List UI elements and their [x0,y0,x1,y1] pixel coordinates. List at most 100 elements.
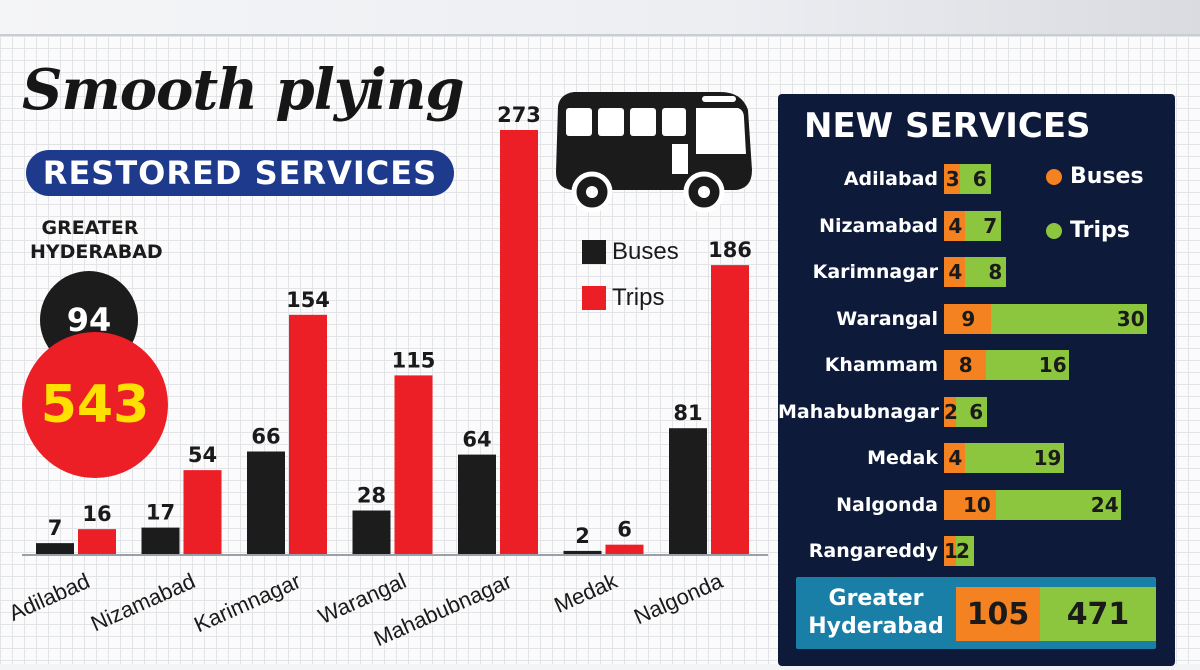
ns-value-trips-khammam: 16 [1038,353,1067,377]
ns-legend-buses: Buses [1046,164,1144,189]
ns-value-buses-medak: 4 [948,446,963,470]
bar-buses-nalgonda [669,428,707,554]
ns-legend-trips-label: Trips [1070,218,1130,243]
legend-trips-swatch [582,286,606,310]
bar-label-buses-karimnagar: 66 [251,424,280,448]
bar-buses-nizamabad [141,527,180,554]
top-strip [0,0,1200,34]
bar-trips-nizamabad [183,470,222,554]
bar-buses-adilabad [36,543,74,554]
bar-buses-warangal [352,510,391,554]
ns-value-buses-warangal: 9 [961,306,976,331]
gh-trips-circle: 543 [22,332,168,478]
ns-bar-buses-mahabubnagar [944,396,956,427]
bar-label-buses-adilabad: 7 [48,516,63,540]
restored-services-chart: 7 16 Adilabad 17 54 Nizamabad 66 154 Karimnagar 2… [5,92,768,651]
bar-label-buses-nizamabad: 17 [146,501,175,525]
category-label-nalgonda: Nalgonda [630,568,727,629]
bar-trips-adilabad [78,529,116,554]
bar-buses-karimnagar [247,451,285,554]
bar-label-trips-karimnagar: 154 [286,288,330,312]
ns-bar-trips-mahabubnagar [956,396,988,427]
ns-value-trips-nizamabad: 7 [983,213,998,238]
new-services-title: NEW SERVICES [804,106,1091,146]
ns-legend-buses-label: Buses [1070,164,1144,189]
bar-label-trips-nalgonda: 186 [708,238,752,262]
ns-bar-trips-nizamabad [964,210,1002,241]
category-label-medak: Medak [550,568,621,618]
ns-label-khammam: Khammam [824,354,938,376]
bar-trips-karimnagar [289,314,327,554]
legend-buses-label: Buses [612,238,679,265]
ns-bar-trips-khammam [985,350,1069,380]
legend-trips: Trips [582,284,664,312]
ns-bar-trips-medak [964,443,1064,473]
bar-trips-mahabubnagar [500,130,538,554]
ns-value-trips-medak: 19 [1033,446,1062,470]
ns-label-rangareddy: Rangareddy [808,540,938,562]
bar-label-trips-mahabubnagar: 273 [497,103,541,127]
ns-label-karimnagar: Karimnagar [812,261,938,283]
ns-bar-trips-warangal [990,303,1147,334]
bar-trips-medak [605,544,644,554]
gh-total-buses: 105 [956,587,1040,641]
ns-label-medak: Medak [867,447,938,469]
bus-icon [556,92,752,213]
legend-trips-label: Trips [612,284,665,311]
ns-label-nizamabad: Nizamabad [819,214,938,237]
ns-value-buses-mahabubnagar: 2 [944,399,958,424]
ns-value-trips-rangareddy: 2 [956,539,970,563]
ns-value-trips-karimnagar: 8 [988,260,1003,284]
ns-value-trips-nalgonda: 24 [1090,492,1119,517]
ns-bar-buses-rangareddy [944,536,956,566]
greater-hyderabad-label: GREATER HYDERABAD [30,217,163,263]
ns-value-trips-adilabad: 6 [972,167,987,191]
ns-value-trips-mahabubnagar: 6 [969,399,984,424]
ns-value-buses-khammam: 8 [958,353,973,377]
ns-bar-buses-nizamabad [944,210,965,241]
category-label-karimnagar: Karimnagar [190,568,304,637]
ns-value-buses-nalgonda: 10 [963,492,991,517]
ns-bar-trips-rangareddy [956,536,974,566]
ns-value-buses-rangareddy: 1 [944,539,958,563]
ns-label-warangal: Warangal [836,307,938,330]
ns-legend-buses-dot [1046,168,1062,185]
bar-label-buses-medak: 2 [575,524,590,548]
bar-trips-nalgonda [711,265,749,554]
ns-bar-buses-medak [944,443,965,473]
ns-value-trips-warangal: 30 [1116,306,1145,331]
ns-bar-buses-nalgonda [944,489,996,520]
section-title-pill: RESTORED SERVICES [26,150,454,196]
bar-label-trips-adilabad: 16 [82,502,111,526]
bar-label-buses-mahabubnagar: 64 [462,428,491,452]
bar-buses-medak [563,550,602,554]
legend-buses-swatch [582,240,606,264]
ns-value-buses-adilabad: 3 [945,167,960,191]
ns-bar-trips-karimnagar [964,257,1007,287]
new-services-panel: NEW SERVICES Buses Trips Adilabad 3 6 Nizam… [778,94,1175,666]
bar-label-trips-medak: 6 [617,518,632,542]
gh-total-trips: 471 [1040,587,1156,641]
ns-bar-buses-adilabad [944,164,960,194]
ns-value-buses-nizamabad: 4 [948,213,963,238]
ns-bar-buses-warangal [944,303,991,334]
bar-trips-warangal [394,375,433,554]
greater-hyderabad-total: Greater Hyderabad 105 471 [796,577,1156,649]
bar-label-trips-warangal: 115 [392,348,436,372]
gh-total-label: Greater Hyderabad [808,586,944,639]
ns-bar-trips-nalgonda [996,489,1121,520]
ns-bar-buses-karimnagar [944,257,965,287]
ns-bar-trips-adilabad [959,164,991,194]
bar-label-buses-warangal: 28 [357,484,386,508]
ns-label-mahabubnagar: Mahabubnagar [778,400,939,423]
ns-legend-trips: Trips [1046,218,1130,243]
ns-label-nalgonda: Nalgonda [836,493,938,516]
bar-label-buses-nalgonda: 81 [673,401,702,425]
ns-label-adilabad: Adilabad [843,168,938,190]
bar-buses-mahabubnagar [458,454,496,554]
ns-bar-buses-khammam [944,350,986,380]
legend-buses: Buses [582,238,679,266]
headline: Smooth plying [22,57,465,123]
category-label-nizamabad: Nizamabad [87,568,199,636]
bar-label-trips-nizamabad: 54 [188,443,217,467]
